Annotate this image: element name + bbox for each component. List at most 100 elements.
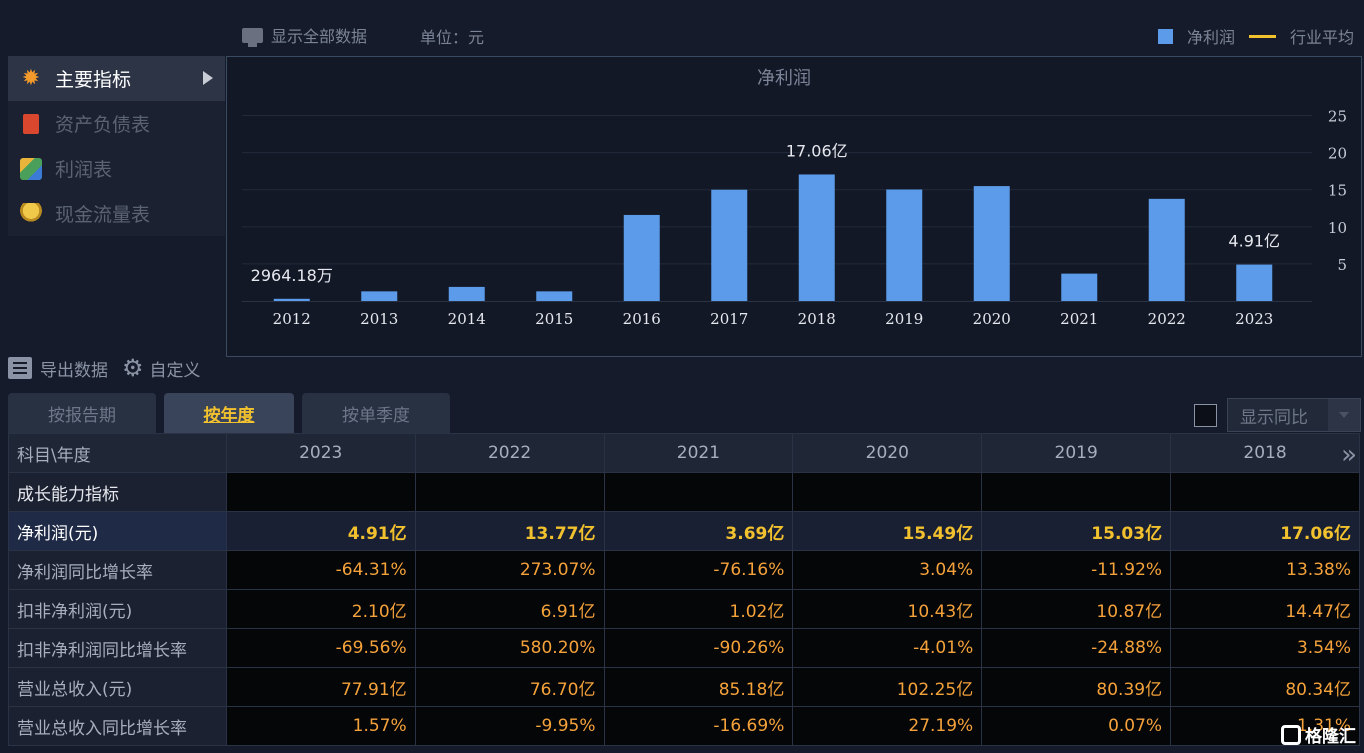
indicator-table: 科目\年度 2023 2022 2021 2020 2019 2018 » 成长… <box>8 433 1360 746</box>
row-label: 扣非净利润同比增长率 <box>8 628 227 668</box>
table-cell: -64.31% <box>225 550 416 590</box>
x-tick-label: 2014 <box>448 310 486 328</box>
table-cell: 77.91亿 <box>225 667 416 707</box>
menu-item-label: 资产负债表 <box>55 114 151 136</box>
x-tick-label: 2020 <box>973 310 1011 328</box>
double-chevron-right-icon[interactable]: » <box>1341 440 1357 470</box>
legend-line-label: 行业平均 <box>1289 28 1354 47</box>
yoy-select[interactable]: 显示同比 <box>1227 398 1361 432</box>
table-cell: -69.56% <box>225 628 416 668</box>
cube-icon <box>20 157 42 180</box>
document-icon <box>23 113 39 134</box>
chart-bar <box>798 174 835 301</box>
header-year: 2019 <box>981 433 1172 473</box>
table-cell: 102.25亿 <box>792 667 983 707</box>
chart-canvas: 净利润 5 10 15 20 25 2012 2013 2014 2015 2016 2017 2018… <box>242 68 1347 328</box>
menu-item-cash-flow[interactable]: 现金流量表 <box>8 191 225 236</box>
table-row[interactable]: 扣非净利润同比增长率 -69.56% 580.20% -90.26% -4.01% -24… <box>8 628 1360 668</box>
table-cell <box>981 472 1172 512</box>
table-cell <box>414 472 605 512</box>
table-cell: 85.18亿 <box>603 667 794 707</box>
coins-icon <box>20 202 42 225</box>
table-cell <box>1170 472 1360 512</box>
table-row[interactable]: 营业总收入同比增长率 1.57% -9.95% -16.69% 27.19% 0.07% 1… <box>8 706 1360 746</box>
tab-by-year[interactable]: 按年度 <box>164 393 294 433</box>
table-cell <box>792 472 983 512</box>
x-tick-label: 2018 <box>798 310 836 328</box>
table-cell: 17.06亿 <box>1170 511 1360 551</box>
table-cell: -24.88% <box>981 628 1172 668</box>
chevron-down-icon[interactable] <box>1328 399 1360 431</box>
data-label: 17.06亿 <box>786 141 848 160</box>
chart-bar <box>1236 264 1273 301</box>
legend-bar-label: 净利润 <box>1186 28 1235 47</box>
chart-bar <box>886 189 923 301</box>
row-label: 净利润同比增长率 <box>8 550 227 590</box>
table-cell: 6.91亿 <box>414 589 605 629</box>
legend-bar-swatch <box>1157 28 1173 44</box>
table-row[interactable]: 净利润同比增长率 -64.31% 273.07% -76.16% 3.04% -11.92… <box>8 550 1360 590</box>
chart-bar <box>1148 198 1185 301</box>
customize-button[interactable]: ⚙ 自定义 <box>122 356 201 381</box>
menu-item-key-indicators[interactable]: ✹ 主要指标 <box>8 56 225 101</box>
header-year: 2020 <box>792 433 983 473</box>
logo-icon <box>1281 724 1301 745</box>
menu-item-income-statement[interactable]: 利润表 <box>8 146 225 191</box>
export-data-button[interactable]: 导出数据 <box>8 356 108 381</box>
x-tick-label: 2012 <box>273 310 311 328</box>
table-toolbar: 导出数据 ⚙ 自定义 <box>8 354 215 382</box>
table-cell: 13.38% <box>1170 550 1360 590</box>
table-cell: 10.43亿 <box>792 589 983 629</box>
table-cell: 14.47亿 <box>1170 589 1360 629</box>
table-cell: 76.70亿 <box>414 667 605 707</box>
table-cell: 3.69亿 <box>603 511 794 551</box>
header-year-label: 2018 <box>1243 443 1287 463</box>
header-first-cell: 科目\年度 <box>8 433 227 473</box>
y-tick-label: 25 <box>1328 108 1347 126</box>
gear-icon: ⚙ <box>122 354 144 382</box>
chart-legend: 净利润 行业平均 <box>1157 24 1354 48</box>
indicator-menu: ✹ 主要指标 资产负债表 利润表 现金流量表 <box>8 56 225 236</box>
table-cell: 80.39亿 <box>981 667 1172 707</box>
x-tick-label: 2021 <box>1060 310 1098 328</box>
table-cell: 2.10亿 <box>225 589 416 629</box>
x-tick-label: 2016 <box>623 310 661 328</box>
show-all-data-toggle[interactable]: 显示全部数据 <box>242 24 367 47</box>
watermark-logo: 格隆汇 <box>1281 722 1356 747</box>
table-cell: -4.01% <box>792 628 983 668</box>
yoy-checkbox[interactable] <box>1194 403 1217 427</box>
table-cell: -90.26% <box>603 628 794 668</box>
header-year: 2021 <box>603 433 794 473</box>
tab-by-report-period[interactable]: 按报告期 <box>8 393 156 433</box>
yoy-label: 显示同比 <box>1240 407 1308 428</box>
period-tabs: 按报告期 按年度 按单季度 <box>8 393 450 433</box>
table-row[interactable]: 扣非净利润(元) 2.10亿 6.91亿 1.02亿 10.43亿 10.87亿 14.47… <box>8 589 1360 629</box>
table-cell: 1.02亿 <box>603 589 794 629</box>
table-cell: 15.03亿 <box>981 511 1172 551</box>
chart-bar <box>1061 273 1098 301</box>
table-cell: -9.95% <box>414 706 605 746</box>
section-row: 成长能力指标 <box>8 472 1360 512</box>
table-cell: 27.19% <box>792 706 983 746</box>
data-label: 4.91亿 <box>1228 232 1280 251</box>
chart-bar <box>361 291 398 301</box>
table-cell: 580.20% <box>414 628 605 668</box>
table-cell: 4.91亿 <box>225 511 416 551</box>
table-cell: -16.69% <box>603 706 794 746</box>
tab-by-quarter[interactable]: 按单季度 <box>302 393 450 433</box>
unit-label: 单位：元 <box>420 28 485 47</box>
x-tick-label: 2013 <box>360 310 398 328</box>
table-cell <box>225 472 416 512</box>
table-row[interactable]: 营业总收入(元) 77.91亿 76.70亿 85.18亿 102.25亿 80.39亿 8… <box>8 667 1360 707</box>
y-tick-label: 15 <box>1328 182 1347 200</box>
y-tick-label: 10 <box>1328 219 1347 237</box>
section-label: 成长能力指标 <box>8 472 227 512</box>
menu-item-label: 主要指标 <box>55 69 132 91</box>
header-year: 2018 » <box>1170 433 1360 473</box>
table-row[interactable]: 净利润(元) 4.91亿 13.77亿 3.69亿 15.49亿 15.03亿 17.06亿 <box>8 511 1360 551</box>
table-header-row: 科目\年度 2023 2022 2021 2020 2019 2018 » <box>8 433 1360 473</box>
top-bar: 显示全部数据 单位：元 净利润 行业平均 <box>0 0 1364 56</box>
watermark-text: 格隆汇 <box>1305 727 1356 747</box>
x-tick-label: 2019 <box>885 310 923 328</box>
menu-item-balance-sheet[interactable]: 资产负债表 <box>8 101 225 146</box>
